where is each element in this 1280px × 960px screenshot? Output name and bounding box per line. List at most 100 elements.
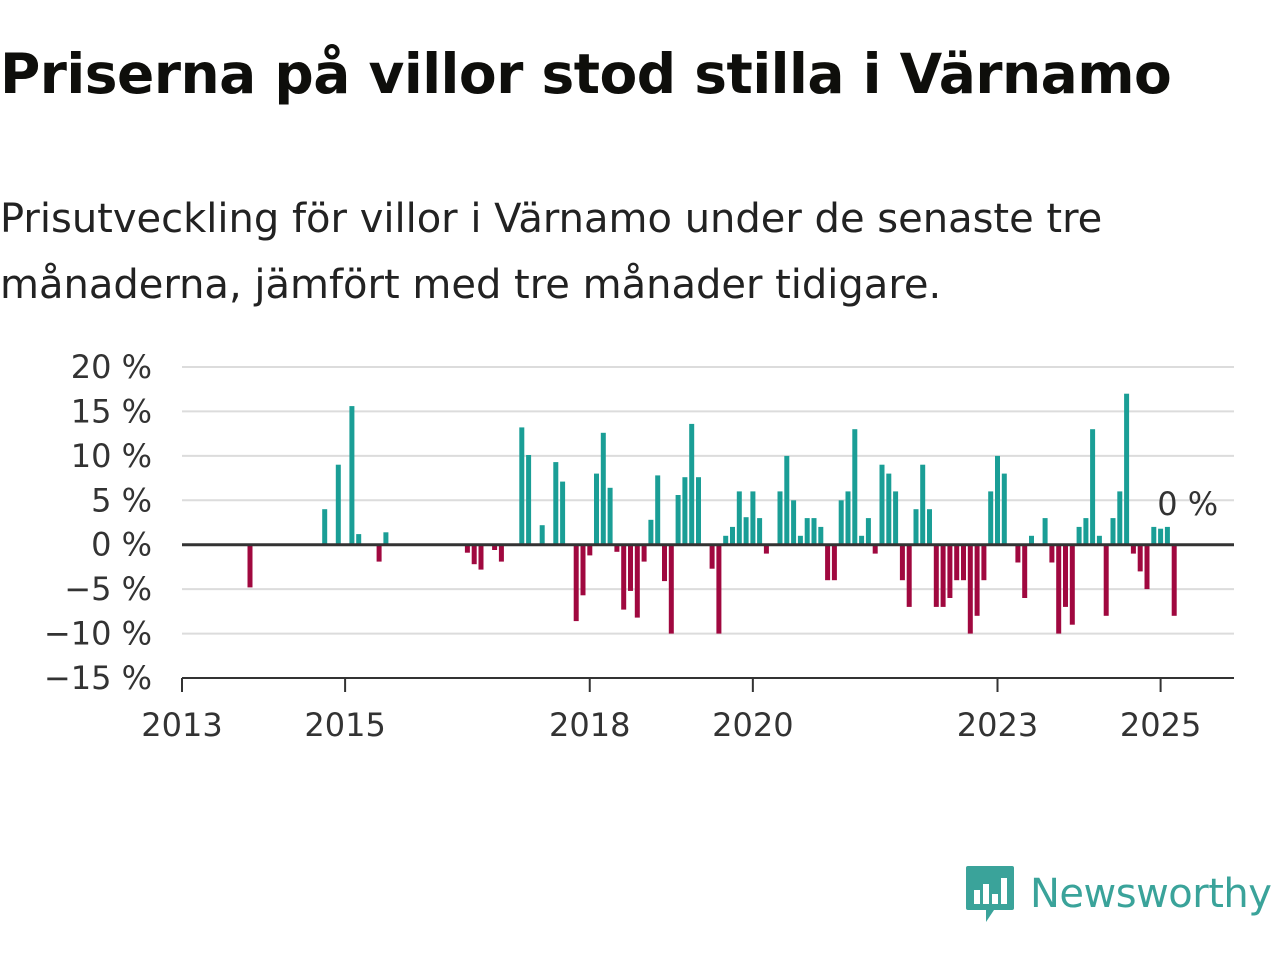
bar xyxy=(478,544,484,570)
bar-chart: 20 %15 %10 %5 %0 %−5 %−10 %−15 % 2013 201… xyxy=(44,348,1234,744)
bar xyxy=(519,427,525,545)
brand-logo: Newsworthy xyxy=(964,864,1272,924)
bar xyxy=(1164,526,1170,545)
bar xyxy=(498,544,504,562)
bar xyxy=(614,544,620,552)
bar xyxy=(879,464,885,545)
bar xyxy=(1022,544,1028,598)
bar xyxy=(1103,544,1109,616)
bar-chart-speech-bubble-icon xyxy=(966,866,1014,922)
bar xyxy=(859,535,865,545)
bar xyxy=(383,532,389,545)
bar xyxy=(981,544,987,581)
x-tick-label: 2023 xyxy=(957,706,1038,744)
y-tick-label: 0 % xyxy=(91,526,152,564)
bar xyxy=(349,406,355,545)
bar xyxy=(825,544,831,581)
bar xyxy=(1042,518,1048,545)
y-axis-ticks: 20 % 15 % 10 % 5 % 0 % −5 % −10 % −15 % xyxy=(44,348,152,697)
bar xyxy=(1124,393,1130,545)
x-tick-label: 2013 xyxy=(141,706,222,744)
bar xyxy=(628,544,633,591)
bar xyxy=(763,544,769,554)
bar xyxy=(621,544,627,610)
x-axis-ticks: 2013 2015 2018 2020 2023 2025 xyxy=(141,678,1201,744)
bar xyxy=(920,464,926,545)
bar xyxy=(655,475,661,545)
bar xyxy=(750,491,756,545)
bar xyxy=(1144,544,1150,590)
bar xyxy=(1056,544,1062,634)
bar xyxy=(607,487,613,545)
bar xyxy=(1090,429,1096,545)
bar xyxy=(1029,535,1034,545)
bar xyxy=(797,535,803,545)
bar xyxy=(1015,544,1021,563)
bar xyxy=(1110,518,1116,545)
bar xyxy=(1130,544,1136,554)
chart-title: Priserna på villor stod stilla i Värnamo xyxy=(0,42,1172,106)
bar xyxy=(736,491,742,545)
bar xyxy=(927,509,932,545)
x-tick-label: 2020 xyxy=(712,706,793,744)
bar xyxy=(668,544,674,634)
bar xyxy=(777,491,783,545)
bar xyxy=(954,544,960,581)
bar xyxy=(757,518,763,545)
bar xyxy=(648,519,654,545)
last-value-label: 0 % xyxy=(1157,485,1218,523)
bar xyxy=(804,518,810,545)
bar xyxy=(974,544,980,616)
bar xyxy=(696,477,701,545)
bar xyxy=(689,423,695,545)
y-tick-label: −5 % xyxy=(64,570,152,608)
bar xyxy=(852,429,858,545)
bar xyxy=(845,491,851,545)
bar xyxy=(1049,544,1055,563)
bar xyxy=(1137,544,1143,572)
bar xyxy=(791,500,797,545)
y-tick-label: −15 % xyxy=(44,659,152,697)
bar xyxy=(675,495,681,545)
bar xyxy=(811,518,817,545)
bar xyxy=(539,525,545,545)
bar xyxy=(526,455,532,545)
bar xyxy=(1171,544,1177,616)
bar xyxy=(933,544,939,607)
y-tick-label: 20 % xyxy=(71,348,152,386)
bar xyxy=(838,500,844,545)
bar xyxy=(743,517,749,545)
bar xyxy=(682,477,688,545)
y-tick-label: −10 % xyxy=(44,615,152,653)
bar xyxy=(662,544,667,582)
chart-subtitle: Prisutveckling för villor i Värnamo unde… xyxy=(0,196,1103,308)
bar xyxy=(641,544,647,562)
bar xyxy=(594,473,599,545)
bar xyxy=(560,481,566,545)
bar xyxy=(899,544,905,581)
bar xyxy=(580,544,586,596)
bar xyxy=(818,526,824,545)
bar xyxy=(1151,526,1157,545)
brand-name: Newsworthy xyxy=(1030,871,1272,917)
bar xyxy=(1096,535,1102,545)
bar xyxy=(492,544,498,550)
bar xyxy=(947,544,953,598)
bar xyxy=(716,544,722,634)
bar xyxy=(723,535,729,545)
bar xyxy=(906,544,912,607)
bar xyxy=(1083,518,1089,545)
bar xyxy=(988,491,994,545)
x-tick-label: 2018 xyxy=(549,706,630,744)
bar xyxy=(573,544,579,622)
y-tick-label: 10 % xyxy=(71,437,152,475)
bar xyxy=(471,544,477,565)
bar xyxy=(893,491,899,545)
x-tick-label: 2025 xyxy=(1120,706,1201,744)
bar xyxy=(600,432,606,545)
y-tick-label: 5 % xyxy=(91,481,152,519)
bar xyxy=(335,464,341,545)
bar xyxy=(356,534,362,545)
bar xyxy=(1069,544,1075,625)
bar xyxy=(464,544,470,553)
